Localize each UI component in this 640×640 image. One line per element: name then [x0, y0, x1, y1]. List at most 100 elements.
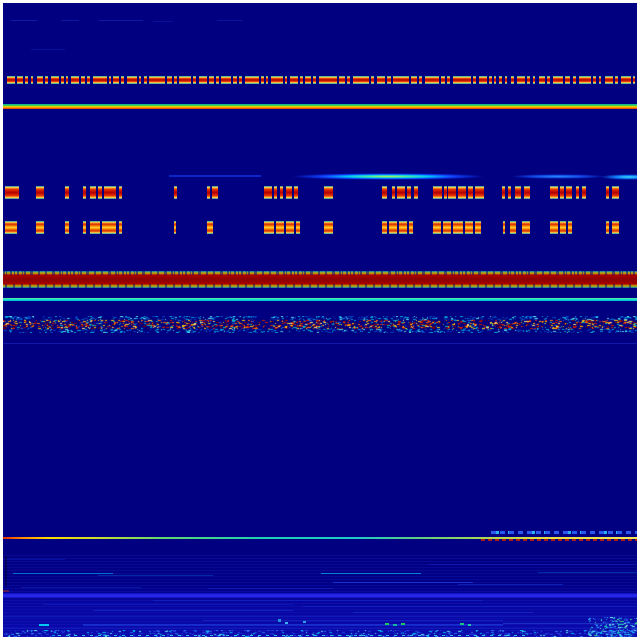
signal-segment	[539, 76, 545, 84]
signal-segment	[419, 76, 422, 84]
signal-segment	[593, 76, 596, 84]
top-faint-streaks-item	[31, 49, 65, 50]
signal-segment	[508, 186, 511, 199]
signal-segment	[280, 186, 283, 199]
signal-segment	[179, 76, 191, 84]
rainbow-gradient-line	[3, 104, 637, 109]
signal-segment	[174, 221, 176, 234]
bottom-streaks-item	[21, 587, 141, 588]
bottom-streaks-item	[98, 575, 213, 576]
signal-segment	[17, 76, 23, 84]
signal-segment	[109, 76, 111, 84]
red-speckle-trail	[481, 539, 637, 541]
signal-segment	[305, 76, 311, 84]
signal-segment	[407, 186, 411, 199]
signal-segment	[119, 186, 122, 199]
signal-segment	[65, 186, 69, 199]
signal-segment	[553, 76, 563, 84]
signal-segment	[444, 186, 447, 199]
signal-segment	[606, 221, 609, 234]
signal-segment	[425, 76, 439, 84]
signal-segment	[605, 76, 613, 84]
signal-segment	[475, 186, 484, 199]
signal-segment	[377, 76, 385, 84]
signal-segment	[505, 76, 507, 84]
signal-segment	[599, 76, 601, 84]
signal-segment	[633, 76, 635, 84]
signal-segment	[621, 76, 631, 84]
signal-segment	[71, 76, 79, 84]
bottom-streaks-item	[3, 559, 65, 560]
signal-segment	[339, 76, 345, 84]
green-dot-cluster-item	[278, 619, 281, 622]
signal-segment	[212, 186, 218, 199]
signal-segment	[36, 221, 44, 234]
signal-segment	[475, 221, 481, 234]
signal-segment	[98, 186, 102, 199]
carrier-band-bottom-speckle	[3, 284, 637, 288]
signal-segment	[533, 76, 535, 84]
signal-segment	[36, 186, 44, 199]
signal-segment	[411, 76, 417, 84]
signal-segment	[560, 186, 564, 199]
signal-segment	[139, 76, 141, 84]
signal-segment	[313, 76, 316, 84]
signal-segment	[274, 186, 277, 199]
bottom-streaks-item	[353, 612, 533, 613]
signal-segment	[276, 221, 284, 234]
signal-segment	[443, 221, 451, 234]
signal-segment	[576, 186, 579, 199]
signal-segment	[565, 76, 570, 84]
signal-segment	[83, 221, 86, 234]
top-faint-streaks-item	[11, 20, 37, 21]
signal-segment	[353, 76, 369, 84]
signal-segment	[511, 76, 514, 84]
signal-segment	[393, 76, 409, 84]
green-dot-cluster-item	[303, 621, 306, 623]
signal-segment	[174, 186, 177, 199]
signal-segment	[61, 76, 64, 84]
doppler-glow-secondary	[508, 174, 608, 179]
signal-segment	[286, 186, 292, 199]
signal-segment	[515, 186, 521, 199]
bottom-speckle-band	[3, 630, 637, 637]
signal-segment	[560, 221, 566, 234]
signal-segment	[5, 221, 17, 234]
signal-segment	[324, 186, 333, 199]
top-faint-streaks-item	[99, 20, 143, 21]
signal-segment	[473, 76, 476, 84]
signal-segment	[494, 76, 496, 84]
signal-segment	[286, 221, 294, 234]
signal-segment	[547, 76, 550, 84]
faint-line	[3, 343, 637, 344]
signal-segment	[517, 76, 525, 84]
signal-segment	[104, 186, 116, 199]
cyan-carrier-line	[3, 298, 637, 301]
signal-segment	[174, 76, 177, 84]
signal-segment	[216, 76, 219, 84]
signal-segment	[612, 221, 619, 234]
signal-segment	[119, 221, 122, 234]
signal-segment	[453, 221, 463, 234]
signal-segment	[7, 76, 15, 84]
green-dot-cluster-item	[460, 623, 464, 625]
signal-segment	[300, 76, 303, 84]
signal-segment	[447, 76, 450, 84]
signal-segment	[261, 76, 264, 84]
signal-segment	[294, 186, 298, 199]
bottom-streaks-item	[538, 572, 637, 573]
dense-barcode-band	[3, 76, 637, 84]
signal-segment	[499, 76, 502, 84]
signal-segment	[144, 76, 147, 84]
signal-segment	[503, 221, 505, 234]
bottom-streaks-item	[203, 620, 503, 621]
signal-segment	[65, 221, 69, 234]
signal-segment	[389, 221, 397, 234]
signal-segment	[193, 76, 196, 84]
carrier-band-top-speckle	[3, 271, 637, 275]
signal-segment	[37, 76, 43, 84]
signal-segment	[25, 76, 28, 84]
signal-segment	[264, 221, 274, 234]
signal-segment	[615, 76, 618, 84]
signal-segment	[458, 186, 466, 199]
